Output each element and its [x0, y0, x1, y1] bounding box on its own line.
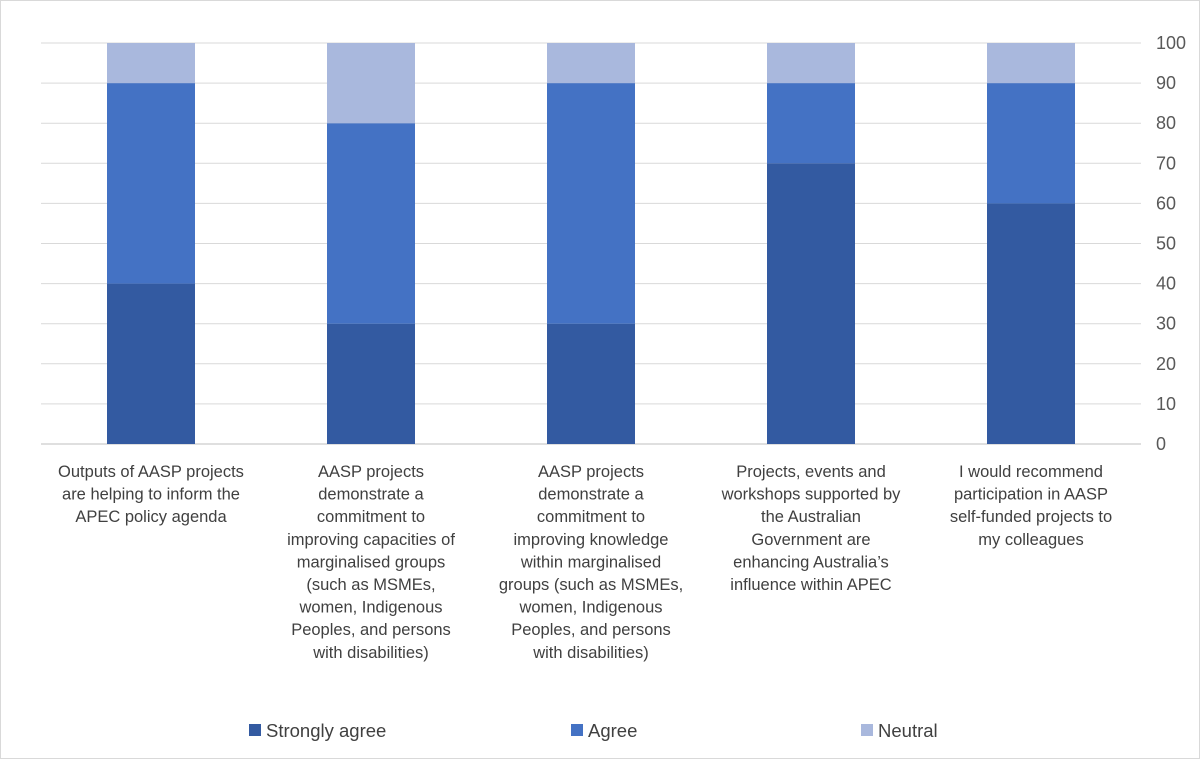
- category-label-line: are helping to inform the: [62, 486, 240, 504]
- bar-segment-agree: [107, 83, 195, 284]
- y-tick-label: 20: [1156, 354, 1176, 374]
- category-label-line: Government are: [751, 531, 870, 549]
- y-tick-label: 30: [1156, 314, 1176, 334]
- legend-swatch: [571, 724, 583, 736]
- category-label-line: Peoples, and persons: [511, 621, 671, 639]
- category-label-line: my colleagues: [978, 531, 1083, 549]
- bar-segment-agree: [327, 123, 415, 324]
- y-tick-label: 60: [1156, 193, 1176, 213]
- y-tick-label: 90: [1156, 73, 1176, 93]
- category-label-line: the Australian: [761, 508, 861, 526]
- category-label-line: marginalised groups: [297, 553, 446, 571]
- category-label-line: within marginalised: [520, 553, 661, 571]
- category-label-line: AASP projects: [538, 463, 644, 481]
- bar-segment-strongly-agree: [547, 323, 635, 444]
- bar-segment-strongly-agree: [767, 163, 855, 445]
- y-tick-label: 100: [1156, 33, 1186, 53]
- bar-segment-neutral: [547, 43, 635, 84]
- category-label-line: APEC policy agenda: [75, 508, 227, 526]
- category-label-line: improving capacities of: [287, 531, 455, 549]
- bar-segment-strongly-agree: [107, 283, 195, 444]
- category-label-line: with disabilities): [312, 644, 429, 662]
- bar-segment-neutral: [327, 43, 415, 124]
- legend-swatch: [249, 724, 261, 736]
- category-label-line: (such as MSMEs,: [306, 576, 435, 594]
- y-tick-label: 50: [1156, 234, 1176, 254]
- legend-label: Neutral: [878, 720, 938, 741]
- category-label-line: with disabilities): [532, 644, 649, 662]
- y-tick-label: 10: [1156, 394, 1176, 414]
- bar-segment-neutral: [107, 43, 195, 84]
- category-label: Outputs of AASP projects are helping to i…: [58, 463, 244, 526]
- y-tick-label: 70: [1156, 153, 1176, 173]
- category-label: AASP projects demonstrate a commitment to i…: [287, 463, 455, 662]
- category-label-line: women, Indigenous: [518, 599, 662, 617]
- bar-segment-agree: [987, 83, 1075, 204]
- category-label-line: I would recommend: [959, 463, 1103, 481]
- legend-label: Agree: [588, 720, 637, 741]
- y-tick-label: 0: [1156, 434, 1166, 454]
- bar-segment-strongly-agree: [327, 323, 415, 444]
- bar-segment-neutral: [767, 43, 855, 84]
- legend-swatch: [861, 724, 873, 736]
- bar-segment-agree: [547, 83, 635, 324]
- category-label-line: demonstrate a: [318, 486, 424, 504]
- bar-segment-neutral: [987, 43, 1075, 84]
- bar-segment-strongly-agree: [987, 203, 1075, 444]
- category-label-line: self-funded projects to: [950, 508, 1112, 526]
- bar-segment-agree: [767, 83, 855, 164]
- category-label-line: improving knowledge: [513, 531, 668, 549]
- category-label-line: commitment to: [537, 508, 645, 526]
- category-label-line: women, Indigenous: [298, 599, 442, 617]
- category-label-line: AASP projects: [318, 463, 424, 481]
- category-label: I would recommend participation in AASP se…: [950, 463, 1112, 549]
- category-label-line: groups (such as MSMEs,: [499, 576, 683, 594]
- category-label-line: demonstrate a: [538, 486, 644, 504]
- y-tick-label: 80: [1156, 113, 1176, 133]
- category-label-line: Outputs of AASP projects: [58, 463, 244, 481]
- y-tick-label: 40: [1156, 274, 1176, 294]
- category-label-line: Projects, events and: [736, 463, 886, 481]
- category-label: Projects, events and workshops supported …: [721, 463, 902, 594]
- category-label-line: influence within APEC: [730, 576, 892, 594]
- category-label-line: workshops supported by: [721, 486, 902, 504]
- category-label-line: commitment to: [317, 508, 425, 526]
- legend-label: Strongly agree: [266, 720, 386, 741]
- category-label: AASP projects demonstrate a commitment to i…: [499, 463, 683, 662]
- category-label-line: enhancing Australia’s: [733, 553, 889, 571]
- category-label-line: Peoples, and persons: [291, 621, 451, 639]
- category-label-line: participation in AASP: [954, 486, 1108, 504]
